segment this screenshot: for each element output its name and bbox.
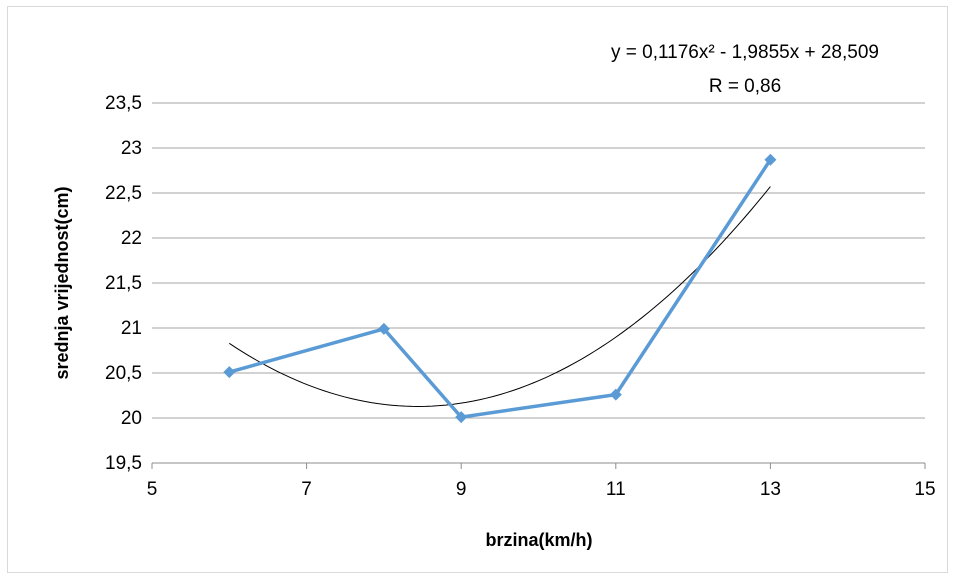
y-tick-label: 23,5 <box>105 93 142 114</box>
y-tick-label: 21,5 <box>105 273 142 294</box>
trendline-equation: y = 0,1176x² - 1,9855x + 28,509 <box>611 42 879 63</box>
data-point-marker <box>455 411 468 424</box>
x-axis-title: brzina(km/h) <box>485 530 592 550</box>
data-point-marker <box>764 153 777 166</box>
x-tick-label: 15 <box>914 479 935 500</box>
trendline <box>229 186 771 407</box>
y-tick-label: 22,5 <box>105 183 142 204</box>
y-tick-label: 20,5 <box>105 363 142 384</box>
x-tick-label: 11 <box>606 479 626 500</box>
x-tick-label: 7 <box>301 479 312 500</box>
x-tick-label: 5 <box>147 479 158 500</box>
data-point-marker <box>377 322 390 335</box>
axes: 19,5 20 20,5 21 21,5 22 22,5 23 23,5 5 7 9 11 13 15 <box>105 93 936 500</box>
y-tick-label: 20 <box>121 408 142 429</box>
y-tick-label: 21 <box>121 318 142 339</box>
data-point-marker <box>223 366 236 379</box>
y-tick-label: 22 <box>121 228 142 249</box>
data-point-marker <box>609 388 622 401</box>
x-tick-label: 9 <box>456 479 467 500</box>
trendline-layer <box>229 186 771 407</box>
y-axis-title: srednja vrijednost(cm) <box>52 186 72 379</box>
y-tick-label: 19,5 <box>105 453 142 474</box>
x-tick-label: 13 <box>760 479 781 500</box>
y-tick-label: 23 <box>121 138 142 159</box>
trendline-r-value: R = 0,86 <box>709 76 781 97</box>
series-layer <box>223 153 777 424</box>
chart-border <box>7 6 948 573</box>
